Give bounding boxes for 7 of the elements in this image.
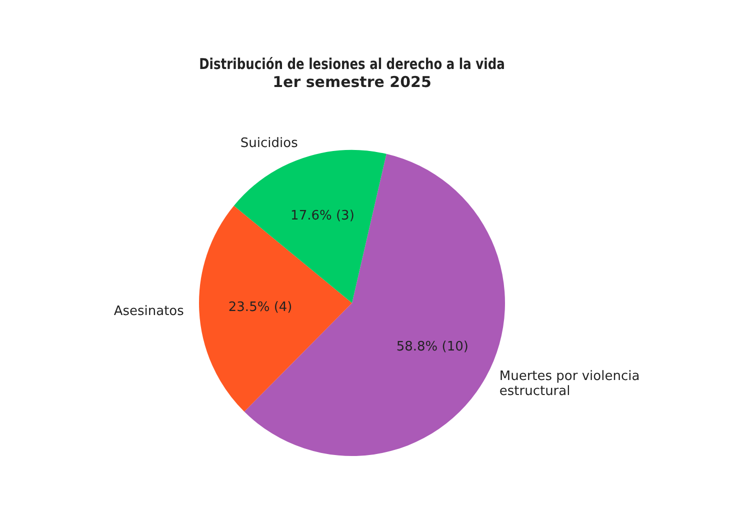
data-label: 58.8% (10) [396, 340, 468, 355]
slice-label: Asesinatos [114, 304, 184, 319]
data-label: 23.5% (4) [228, 300, 292, 315]
slice-label: Suicidios [240, 136, 298, 152]
chart-title: Distribución de lesiones al derecho a la vida 1er semestre 2025 [199, 56, 505, 91]
data-label: 17.6% (3) [290, 208, 354, 224]
slice-label: Muertes por violencia estructural [499, 369, 640, 400]
